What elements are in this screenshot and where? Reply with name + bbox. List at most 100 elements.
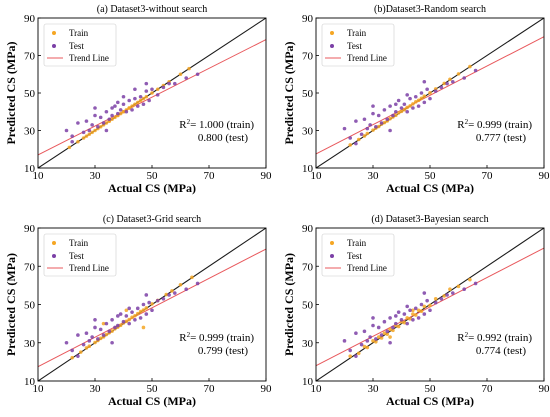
x-tick-label: 10 (311, 383, 323, 395)
test-point (394, 314, 398, 318)
x-tick-label: 30 (90, 383, 102, 395)
test-point (416, 316, 421, 320)
test-point (342, 339, 347, 343)
legend-train-marker (330, 241, 334, 245)
chart-panel-d: (d) Dataset3-Bayesian search 10 30 50 70 90 10… (282, 214, 550, 408)
test-point (133, 318, 137, 322)
train-point (130, 315, 134, 320)
train-point (150, 91, 154, 95)
test-point (70, 134, 74, 138)
legend-test-marker (330, 44, 334, 48)
train-point (135, 100, 140, 105)
test-point (110, 106, 114, 110)
train-point (348, 143, 353, 147)
test-point (371, 111, 375, 116)
train-point (411, 308, 415, 313)
trend-line (38, 248, 266, 368)
test-point (107, 117, 112, 122)
train-point (135, 311, 140, 316)
test-point (184, 287, 188, 292)
y-tick-label: 90 (24, 223, 36, 235)
test-point (413, 306, 418, 311)
test-point (394, 102, 398, 107)
train-point (104, 332, 109, 337)
test-point (87, 128, 92, 133)
train-point (456, 284, 461, 289)
test-point (419, 302, 424, 307)
train-point (422, 94, 427, 98)
train-point (416, 308, 421, 313)
test-point (116, 100, 120, 105)
test-point (76, 354, 80, 358)
x-tick-label: 30 (368, 170, 380, 182)
test-point (425, 298, 429, 303)
train-point (178, 283, 183, 287)
train-point (130, 104, 134, 108)
train-point (433, 296, 438, 301)
test-point (70, 139, 74, 144)
y-tick-label: 50 (302, 300, 314, 312)
test-point (138, 316, 143, 320)
test-point (385, 117, 390, 122)
x-tick-label: 90 (261, 383, 273, 395)
train-point (388, 327, 392, 332)
train-point (144, 306, 149, 310)
test-point (388, 104, 392, 108)
test-point (110, 113, 114, 118)
test-point (81, 342, 86, 347)
y-tick-label: 70 (24, 51, 36, 63)
y-axis-label: Predicted CS (MPa) (282, 253, 296, 356)
test-point (394, 321, 398, 326)
test-point (391, 113, 395, 118)
x-tick-label: 50 (147, 170, 159, 182)
test-point (394, 109, 398, 114)
legend-trend-label: Trend Line (347, 53, 387, 63)
chart-panel-a: (a) Dataset3-without search 10 30 50 70 90 10 3… (4, 4, 272, 195)
legend-test-marker (330, 254, 334, 258)
train-point (98, 336, 103, 341)
legend-test-marker (52, 254, 56, 258)
test-point (144, 312, 149, 316)
train-point (388, 116, 392, 121)
test-point (121, 319, 126, 324)
train-point (408, 104, 412, 108)
test-point (141, 302, 146, 307)
y-tick-label: 50 (24, 88, 36, 100)
test-point (445, 293, 449, 297)
train-point (144, 94, 149, 99)
train-point (155, 87, 160, 92)
train-point (382, 331, 387, 335)
train-point (402, 107, 407, 112)
legend-test-label: Test (69, 251, 84, 261)
test-point (101, 333, 106, 337)
test-point (113, 104, 117, 108)
test-point (70, 348, 74, 353)
train-point (408, 317, 412, 321)
test-point (376, 325, 381, 330)
train-point (127, 106, 131, 110)
x-axis-label: Actual CS (MPa) (108, 394, 196, 408)
y-tick-label: 10 (302, 163, 314, 175)
trend-line (38, 39, 266, 156)
legend-test-label: Test (69, 41, 84, 51)
test-point (84, 119, 89, 123)
test-point (422, 291, 427, 295)
test-point (144, 89, 149, 93)
train-point (110, 329, 114, 333)
x-axis-label: Actual CS (MPa) (386, 394, 474, 408)
train-point (371, 339, 375, 343)
test-point (98, 115, 103, 120)
train-point (93, 340, 97, 345)
test-point (124, 109, 129, 114)
train-point (394, 113, 398, 118)
legend-train-marker (330, 31, 334, 35)
test-point (439, 296, 444, 301)
test-point (116, 323, 120, 328)
train-point (67, 145, 72, 150)
train-point (405, 105, 410, 110)
test-point (90, 123, 94, 127)
test-point (473, 281, 478, 286)
y-tick-label: 90 (302, 13, 314, 25)
test-point (462, 287, 467, 292)
test-point (96, 124, 100, 129)
